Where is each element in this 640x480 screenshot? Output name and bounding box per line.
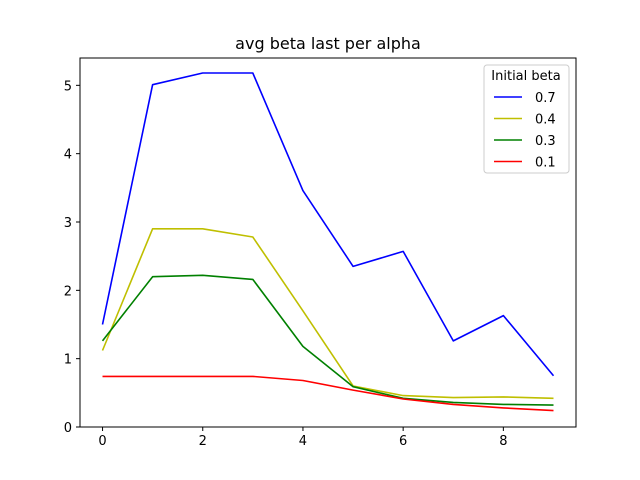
legend-box <box>483 64 570 174</box>
y-tick-label: 0 <box>64 421 72 436</box>
series-line-0-1 <box>102 375 554 412</box>
legend-label: 0.4 <box>535 113 556 128</box>
y-tick-label: 4 <box>64 148 72 163</box>
legend: Initial beta 0.7 0.4 0.3 0.1 <box>483 64 570 174</box>
plot-area <box>101 72 555 412</box>
chart-title: avg beta last per alpha <box>235 34 421 53</box>
legend-label: 0.1 <box>535 156 556 171</box>
x-tick-label: 2 <box>199 434 207 449</box>
y-axis: 0 1 2 3 4 5 <box>64 79 80 436</box>
axes-frame <box>79 57 577 428</box>
x-axis: 0 2 4 6 8 <box>98 427 507 449</box>
y-tick-label: 1 <box>64 353 72 368</box>
legend-title: Initial beta <box>491 69 560 84</box>
y-tick-label: 5 <box>64 79 72 94</box>
legend-label: 0.7 <box>535 91 556 106</box>
series-line-0-7 <box>101 72 555 377</box>
y-tick-label: 3 <box>64 216 72 231</box>
y-tick-label: 2 <box>64 284 72 299</box>
series-line-0-3 <box>101 274 554 406</box>
series-line-0-4 <box>101 228 554 400</box>
x-tick-label: 0 <box>98 434 106 449</box>
x-tick-label: 4 <box>299 434 307 449</box>
legend-items: 0.7 0.4 0.3 0.1 <box>494 91 556 171</box>
legend-label: 0.3 <box>535 134 556 149</box>
x-tick-label: 8 <box>499 434 507 449</box>
x-tick-label: 6 <box>399 434 407 449</box>
